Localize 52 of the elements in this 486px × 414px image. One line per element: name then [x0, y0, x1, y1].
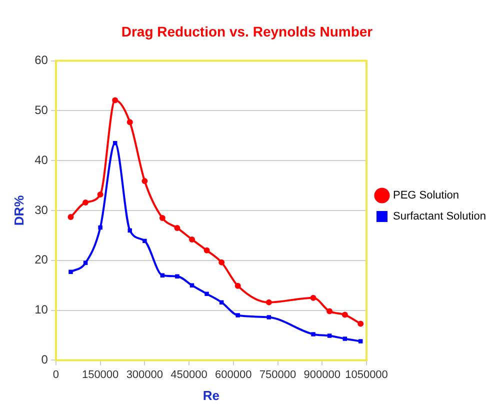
x-tick-label: 600000: [215, 368, 252, 381]
x-tick-label: 0: [52, 368, 60, 381]
x-axis-title: Re: [202, 388, 220, 403]
legend-label: Surfactant Solution: [393, 210, 486, 223]
point: [126, 119, 133, 126]
point: [112, 141, 118, 146]
y-tick-label: 60: [34, 53, 48, 68]
point: [68, 214, 74, 220]
x-tick-label: 300000: [126, 368, 164, 381]
point: [218, 259, 225, 266]
point: [174, 224, 180, 231]
x-tick-label: 1050000: [345, 368, 388, 381]
point: [358, 339, 363, 344]
point: [190, 283, 194, 288]
point: [342, 312, 348, 318]
point: [311, 332, 316, 336]
legend-label: PEG Solution: [393, 190, 460, 202]
chart-title: Drag Reduction vs. Reynolds Number: [121, 23, 374, 40]
x-tick-label: 900000: [304, 368, 340, 381]
point: [112, 97, 118, 104]
point: [358, 320, 364, 327]
point: [175, 274, 180, 278]
y-axis-title: DR%: [11, 194, 26, 226]
point: [82, 200, 89, 206]
y-tick-label: 30: [34, 202, 48, 217]
point: [236, 313, 240, 318]
point: [326, 308, 333, 314]
point: [189, 236, 195, 242]
point: [97, 192, 104, 198]
point: [160, 273, 165, 278]
y-tick-label: 0: [41, 352, 48, 367]
point: [219, 300, 224, 304]
point: [204, 247, 210, 254]
x-tick-label: 150000: [82, 368, 119, 381]
y-tick-label: 10: [34, 302, 48, 317]
point: [142, 238, 147, 244]
point: [266, 299, 272, 306]
point: [342, 336, 348, 341]
point: [266, 315, 272, 320]
point: [142, 178, 148, 184]
point: [159, 214, 166, 221]
y-tick-label: 20: [34, 252, 48, 267]
point: [310, 294, 316, 301]
x-tick-label: 750000: [259, 368, 296, 381]
point: [234, 282, 241, 289]
point: [98, 225, 102, 230]
y-tick-label: 50: [34, 103, 48, 118]
x-tick-label: 450000: [170, 368, 208, 381]
point: [68, 270, 73, 274]
y-tick-label: 40: [34, 152, 48, 167]
point: [327, 334, 332, 338]
point: [204, 292, 209, 296]
